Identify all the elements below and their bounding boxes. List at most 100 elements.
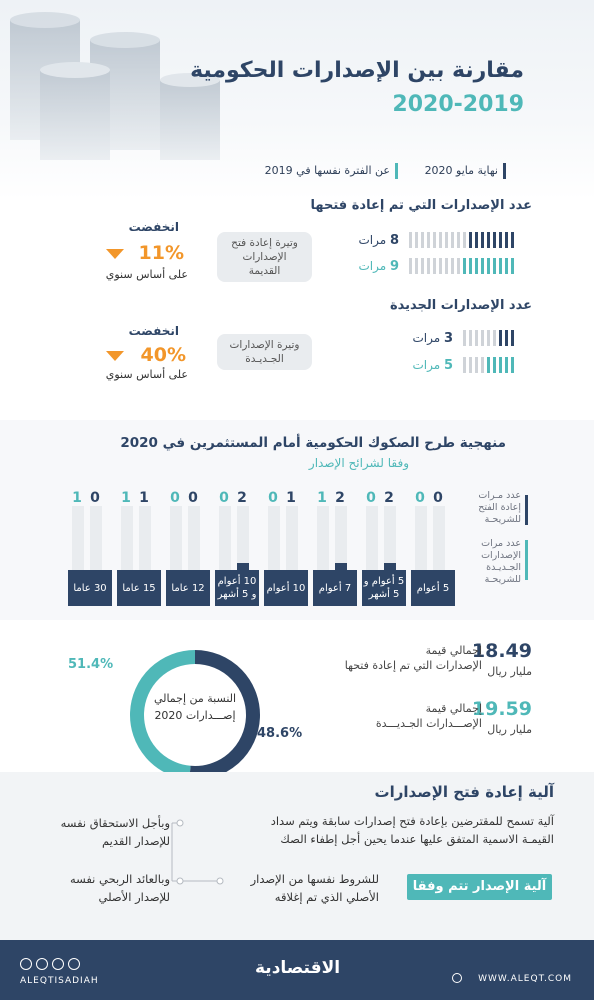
tenor-label: 30 عاما [68, 570, 112, 606]
reopened-title: عدد الإصدارات التي تم إعادة فتحها [310, 198, 532, 213]
side-label-new: عدد مرات الإصدارات الجـديـدة للشريحـة [481, 538, 521, 585]
snapchat-icon[interactable] [68, 958, 80, 970]
side-swatch-new [525, 540, 528, 580]
new-issues-count-previous: 5 مرات [412, 357, 453, 373]
reopened-pill: وتيرة إعادة فتح الإصدارات القديمة [217, 232, 312, 282]
methodology-subtitle: وفقا لشرائح الإصدار [308, 456, 409, 470]
page-years: 2020-2019 [392, 92, 524, 117]
reopened-count-current: 8 مرات [358, 232, 399, 248]
tenor-new-count: 0 [366, 490, 376, 506]
new-issues-row-current: 3 مرات [412, 330, 514, 346]
mechanism-title: آلية إعادة فتح الإصدارات [374, 783, 554, 801]
total-reopen-label1: إجمالي قيمة [425, 644, 482, 657]
tenor-reopen-count: 1 [286, 490, 296, 506]
twitter-icon[interactable] [52, 958, 64, 970]
tenor-new-count: 1 [317, 490, 327, 506]
tenor-reopen-count: 0 [90, 490, 100, 506]
tenor-label: 15 عاما [117, 570, 161, 606]
tenor-reopen-count: 2 [384, 490, 394, 506]
website-link[interactable]: WWW.ALEQT.COM [478, 974, 572, 984]
new-issues-pill: وتيرة الإصدارات الجـديـدة [217, 334, 312, 370]
tenor-new-bar [170, 506, 182, 581]
new-issues-count-current: 3 مرات [412, 330, 453, 346]
mechanism-description: آلية تسمح للمقترضين بإعادة فتح إصدارات س… [270, 814, 554, 846]
tenor-reopen-bar [188, 506, 200, 581]
footer: ALEQTISADIAH الاقتصادية WWW.ALEQT.COM [0, 940, 594, 1000]
total-reopen-value: 18.49 [471, 640, 532, 662]
tenor-reopen-count: 1 [139, 490, 149, 506]
donut-center-line1: النسبة من إجمالي [153, 692, 237, 705]
tenor-new-count: 0 [170, 490, 180, 506]
facebook-icon[interactable] [36, 958, 48, 970]
tenor-group: 1 1 15 عاما [117, 490, 161, 610]
reopened-pct: 11% [138, 242, 184, 264]
new-issues-row-previous: 5 مرات [412, 357, 514, 373]
new-issues-ticks-current [463, 330, 514, 346]
tenor-new-bar [268, 506, 280, 581]
down-arrow-icon [106, 249, 124, 259]
mechanism-panel [0, 772, 594, 940]
tenor-group: 0 2 10 أعوام و 5 أشهر [215, 490, 259, 610]
tenor-new-count: 0 [219, 490, 229, 506]
tenor-group: 0 1 10 أعوام [264, 490, 308, 610]
side-swatch-reopen [525, 495, 528, 525]
donut-center-line2: إصـــدارات 2020 [154, 709, 236, 722]
globe-icon [452, 973, 462, 983]
tenor-new-count: 1 [121, 490, 131, 506]
donut-center: النسبة من إجمالي إصـــدارات 2020 [130, 690, 260, 724]
total-new-label2: الإصـــدارات الجـديـــدة [375, 717, 482, 730]
tenor-new-count: 1 [72, 490, 82, 506]
tenor-reopen-count: 0 [433, 490, 443, 506]
legend-swatch-previous [395, 163, 398, 179]
instagram-icon[interactable] [20, 958, 32, 970]
new-issues-note: على أساس سنوي [105, 368, 188, 381]
new-issues-drop-label: انخفضت [128, 324, 179, 338]
tenor-new-bar [366, 506, 378, 581]
total-new-label1: إجمالي قيمة [425, 702, 482, 715]
donut-navy-pct: 48.6% [257, 726, 303, 741]
tenor-reopen-count: 2 [237, 490, 247, 506]
reopened-drop-label: انخفضت [128, 220, 179, 234]
mechanism-box: آلية الإصدار تتم وفقا [407, 874, 552, 900]
tenor-label: 10 أعوام و 5 أشهر [215, 570, 259, 606]
legend-previous: عن الفترة نفسها في 2019 [264, 164, 390, 177]
header-banner: مقارنة بين الإصدارات الحكومية 2020-2019 [0, 0, 594, 200]
tenor-label: 5 أعوام [411, 570, 455, 606]
tenor-new-bar [219, 506, 231, 581]
tenor-group: 1 0 30 عاما [68, 490, 112, 610]
tenor-reopen-count: 2 [335, 490, 345, 506]
tenor-label: 5 أعوام و 5 أشهر [362, 570, 406, 606]
mechanism-point-conditions: للشروط نفسها من الإصدار الأصلي الذي تم إ… [250, 872, 379, 904]
new-issues-pct: 40% [140, 344, 186, 366]
mechanism-connectors [171, 819, 224, 885]
donut-chart [130, 650, 260, 780]
methodology-title: منهجية طرح الصكوك الحكومية أمام المستثمر… [120, 435, 506, 451]
tenor-new-count: 0 [415, 490, 425, 506]
side-label-reopen: عدد مـرات إعادة الفتح للشريحـة [478, 490, 521, 525]
reopened-row-previous: 9 مرات [358, 258, 514, 274]
tenor-columns: 1 0 30 عاما 1 1 15 عاما 0 0 12 عاما 0 2 10 أعوام و … [68, 490, 468, 610]
tenor-reopen-bar [90, 506, 102, 581]
total-reopen-unit: مليار ريال [487, 665, 532, 678]
mechanism-point-maturity: وبأجل الاستحقاق نفسه للإصدار القديم [60, 816, 170, 848]
reopened-note: على أساس سنوي [105, 268, 188, 281]
total-reopen-label2: الإصدارات التي تم إعادة فتحها [344, 659, 482, 672]
social-handle[interactable]: ALEQTISADIAH [20, 976, 99, 986]
donut-navy-slice [189, 650, 260, 780]
down-arrow-icon [106, 351, 124, 361]
tenor-label: 12 عاما [166, 570, 210, 606]
tenor-reopen-bar [433, 506, 445, 581]
tenor-new-bar [415, 506, 427, 581]
donut-teal-pct: 51.4% [68, 657, 114, 672]
total-new-unit: مليار ريال [487, 723, 532, 736]
reopened-ticks-previous [409, 258, 514, 274]
tenor-label: 7 أعوام [313, 570, 357, 606]
tenor-reopen-count: 0 [188, 490, 198, 506]
total-new-value: 19.59 [471, 698, 532, 720]
reopened-ticks-current [409, 232, 514, 248]
donut-teal-slice [130, 650, 196, 780]
legend-swatch-current [503, 163, 506, 179]
